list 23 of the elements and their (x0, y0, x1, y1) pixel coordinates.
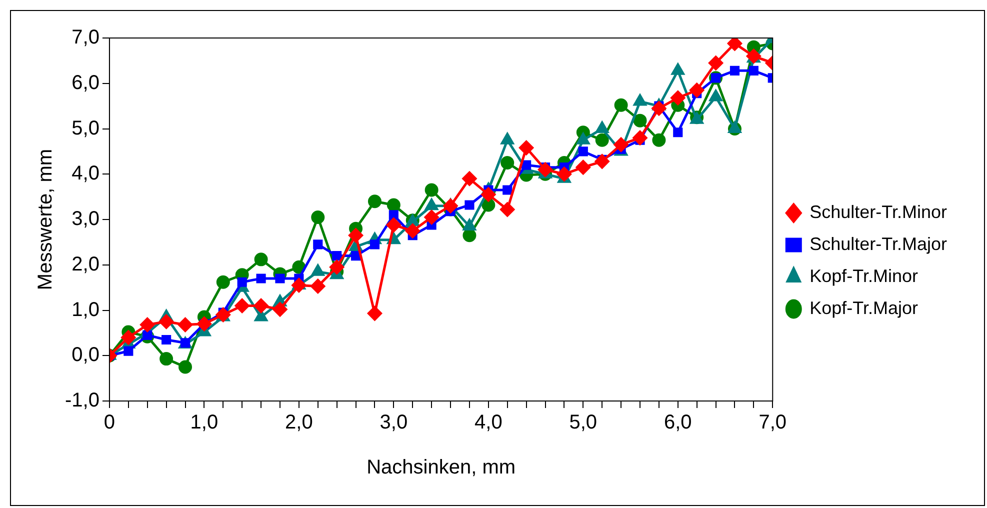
x-tick-label: 5,0 (569, 412, 598, 434)
x-tick-label: 0 (104, 412, 116, 434)
y-tick-label: 3,0 (72, 208, 100, 230)
legend-label: Kopf-Tr.Major (810, 298, 918, 318)
y-tick-label: 7,0 (72, 26, 100, 49)
x-axis-title: Nachsinken, mm (366, 456, 516, 479)
y-axis-title: Messwerte, mm (34, 148, 57, 290)
x-tick-label: 2,0 (285, 412, 313, 434)
x-tick-label: 6,0 (664, 412, 692, 434)
y-tick-label: 0,0 (72, 344, 100, 366)
legend-label: Schulter-Tr.Minor (810, 202, 948, 222)
y-tick-label: 5,0 (72, 117, 100, 140)
x-tick-label: 7,0 (758, 412, 787, 434)
y-tick-label: 1,0 (72, 298, 100, 321)
y-tick-label: -1,0 (64, 390, 100, 412)
y-tick-label: 4,0 (72, 162, 100, 185)
y-tick-label: 2,0 (72, 253, 100, 276)
x-tick-label: 3,0 (380, 412, 408, 434)
x-tick-label: 4,0 (474, 412, 502, 434)
legend-label: Kopf-Tr.Minor (810, 266, 918, 286)
y-tick-label: 6,0 (72, 72, 100, 94)
x-tick-label: 1,0 (190, 412, 218, 434)
legend-label: Schulter-Tr.Major (810, 234, 948, 254)
